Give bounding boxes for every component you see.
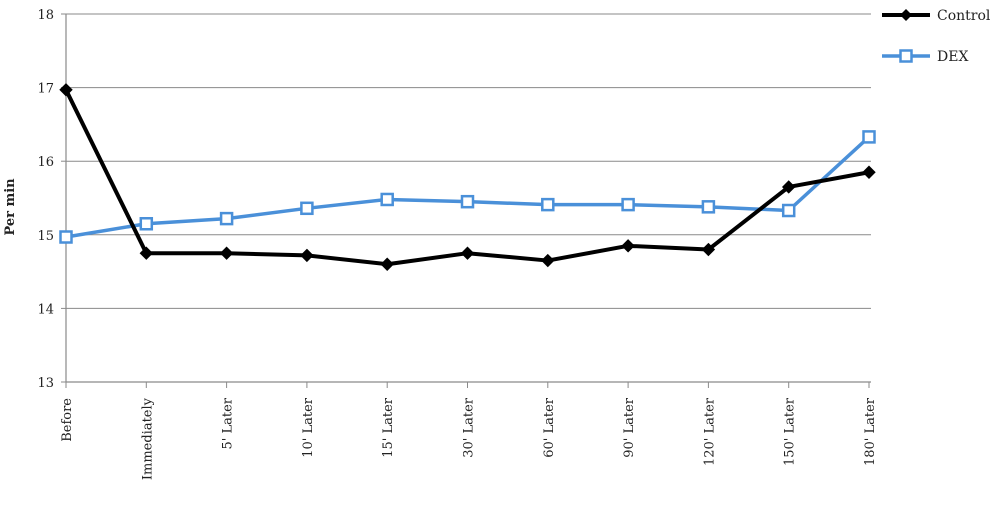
- x-tick-labels: Before Immediately 5' Later 10' Later 15' La…: [60, 397, 878, 480]
- data-point-control: [300, 248, 314, 263]
- x-tick-label: Before: [60, 398, 75, 442]
- y-tick-label: 13: [37, 376, 54, 391]
- y-tick-label: 15: [37, 229, 54, 244]
- data-point-dex: [219, 211, 234, 226]
- data-point-control: [781, 180, 796, 194]
- y-tick-label: 16: [37, 155, 54, 170]
- legend-label-dex: DEX: [937, 49, 968, 65]
- data-point-dex: [300, 201, 314, 216]
- data-point-control: [59, 83, 73, 97]
- x-tick-label: 180' Later: [863, 397, 878, 466]
- data-point-dex: [541, 197, 555, 212]
- x-tick-label: 60' Later: [542, 397, 557, 458]
- y-tick-label: 17: [37, 82, 54, 97]
- data-point-dex: [781, 203, 796, 218]
- x-tick-label: 30' Later: [462, 397, 477, 458]
- x-tick-label: 150' Later: [783, 397, 798, 466]
- data-point-dex: [139, 217, 154, 231]
- series-group: [59, 83, 876, 271]
- data-point-control: [862, 165, 876, 179]
- series-line-dex: [65, 135, 871, 239]
- y-axis-label: Per min: [3, 178, 18, 236]
- y-tick-labels: 13 14 15 16 17 18: [37, 8, 54, 391]
- x-tick-label: 120' Later: [702, 397, 717, 466]
- legend-label-control: Control: [937, 8, 991, 24]
- data-point-dex: [701, 200, 716, 214]
- data-point-dex: [59, 230, 73, 244]
- legend-marker-control: [900, 9, 912, 21]
- series-line-control: [64, 88, 870, 267]
- axes: [61, 13, 871, 388]
- data-point-control: [701, 242, 716, 257]
- data-point-control: [219, 246, 234, 260]
- data-point-control: [380, 257, 394, 271]
- data-point-control: [621, 239, 635, 253]
- y-tick-label: 14: [37, 302, 54, 317]
- legend-marker-dex: [899, 49, 913, 63]
- x-tick-label: 15' Later: [381, 397, 396, 458]
- grid-lines: [66, 13, 871, 309]
- data-point-dex: [460, 194, 475, 209]
- legend: Control DEX: [882, 8, 991, 65]
- x-tick-label: 90' Later: [622, 397, 637, 458]
- x-tick-label: Immediately: [140, 397, 155, 480]
- data-point-dex: [621, 197, 635, 212]
- data-point-dex: [862, 130, 876, 144]
- data-point-control: [139, 246, 154, 260]
- data-point-control: [541, 253, 555, 268]
- y-tick-label: 18: [37, 8, 54, 23]
- data-point-control: [460, 246, 475, 260]
- x-tick-label: 5' Later: [221, 397, 236, 449]
- data-point-dex: [380, 192, 394, 207]
- x-tick-label: 10' Later: [301, 397, 316, 458]
